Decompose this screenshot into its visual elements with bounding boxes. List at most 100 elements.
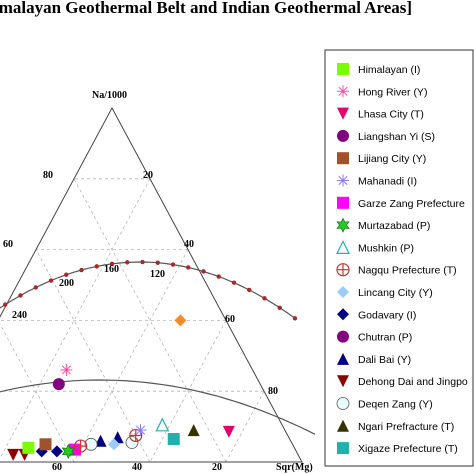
data-point	[74, 439, 88, 453]
curve-marker	[140, 259, 145, 265]
legend-marker	[337, 308, 349, 321]
legend-marker	[336, 240, 350, 254]
ternary-curves	[0, 259, 316, 435]
curve-marker	[216, 274, 221, 279]
lower-curve	[0, 379, 316, 435]
curve-marker	[170, 262, 176, 267]
legend-marker	[337, 286, 349, 298]
grid-line	[0, 323, 75, 463]
data-point	[155, 417, 170, 432]
data-point	[52, 378, 65, 391]
legend-label: Garze Zang Prefecture	[358, 198, 465, 210]
tick-label: 40	[184, 239, 194, 250]
legend-marker	[337, 129, 349, 142]
curve-marker	[48, 278, 54, 283]
data-point	[60, 363, 73, 376]
data-point	[187, 424, 200, 437]
legend-label: Mahanadi (I)	[358, 176, 417, 188]
data-point	[50, 445, 63, 458]
curve-marker	[231, 280, 237, 285]
tick-label: 200	[59, 278, 74, 289]
legend-marker	[336, 397, 350, 410]
legend-label: Liangshan Yi (S)	[358, 131, 435, 143]
legend-marker	[337, 152, 349, 165]
curve-marker	[292, 316, 298, 321]
tick-label: 120	[150, 269, 165, 280]
curve-marker	[155, 260, 160, 265]
corner-label-sqr-mg: Sqr(Mg)	[276, 462, 313, 473]
legend-label: Himalayan (I)	[358, 64, 420, 76]
curve-marker	[94, 264, 99, 269]
curve-marker	[125, 260, 130, 265]
tick-label: 40	[132, 462, 142, 473]
curve-marker	[247, 287, 252, 293]
data-point	[167, 432, 180, 445]
tick-label: 160	[104, 264, 119, 275]
tick-label: 80	[43, 170, 53, 181]
curve-marker	[79, 267, 84, 273]
legend-label: Lhasa City (T)	[358, 109, 424, 121]
legend-marker	[337, 196, 349, 209]
tick-label: 60	[225, 314, 235, 325]
ternary-grid	[0, 106, 303, 463]
curve-marker	[33, 285, 38, 290]
legend-label: Xigaze Prefecture (T)	[358, 443, 458, 455]
legend-label: Ngari Prefracture (T)	[358, 421, 454, 433]
legend-marker	[337, 442, 349, 455]
triangle-outline	[0, 106, 303, 463]
legend-label: Lijiang City (Y)	[358, 153, 426, 165]
legend-label: Mushkin (P)	[358, 242, 414, 254]
tick-label: 80	[268, 386, 278, 397]
ternary-ticks: 80 60 20 40 60 80 60 40 20 240 200 160 120	[3, 170, 278, 473]
tick-label: 60	[3, 239, 13, 250]
data-point	[134, 424, 147, 437]
grid-line	[225, 391, 265, 463]
chart-title: imalayan Geothermal Belt and Indian Geot…	[0, 0, 412, 17]
legend-marker	[336, 217, 350, 233]
data-point	[7, 448, 20, 461]
legend-marker	[337, 375, 349, 388]
data-point	[61, 443, 75, 460]
curve-marker	[18, 293, 23, 298]
curve-marker	[109, 261, 115, 267]
tick-label: 20	[212, 462, 222, 473]
legend-label: Lincang City (Y)	[358, 287, 433, 299]
tick-label: 20	[143, 170, 153, 181]
tick-label: 60	[52, 462, 62, 473]
data-point	[22, 441, 35, 454]
legend: Himalayan (I) Hong River (Y) Lhasa City (T…	[324, 49, 474, 467]
legend-label: Murtazabad (P)	[358, 220, 430, 232]
curve-marker	[186, 265, 191, 270]
grid-line	[35, 249, 151, 463]
grid-line	[73, 249, 189, 463]
legend-marker	[337, 63, 349, 75]
ternary-points	[7, 314, 235, 461]
legend-label: Godavary (I)	[358, 309, 416, 321]
legend-label: Dali Bai (Y)	[358, 354, 411, 366]
data-point	[125, 436, 139, 449]
curve-marker	[262, 296, 267, 301]
data-point	[222, 425, 235, 438]
apex-label: Na/1000	[92, 90, 127, 101]
legend-marker	[337, 419, 349, 432]
legend-label: Nagqu Prefecture (T)	[358, 265, 457, 277]
data-point	[129, 428, 143, 443]
legend-marker	[336, 263, 350, 277]
data-point	[94, 434, 107, 447]
legend-marker	[337, 330, 349, 343]
data-point	[107, 438, 120, 451]
legend-marker	[337, 352, 349, 365]
legend-marker	[337, 107, 349, 120]
legend-label: Chutran (P)	[358, 332, 412, 344]
legend-marker	[337, 85, 349, 98]
legend-marker	[337, 174, 349, 187]
curve-marker	[64, 272, 69, 277]
legend-label: Deqen Zang (Y)	[358, 399, 433, 411]
grid-line	[149, 320, 227, 463]
curve-marker	[201, 269, 206, 274]
data-point	[174, 314, 187, 327]
data-point	[39, 438, 52, 451]
legend-label: Hong River (Y)	[358, 86, 427, 98]
data-point	[84, 437, 98, 451]
